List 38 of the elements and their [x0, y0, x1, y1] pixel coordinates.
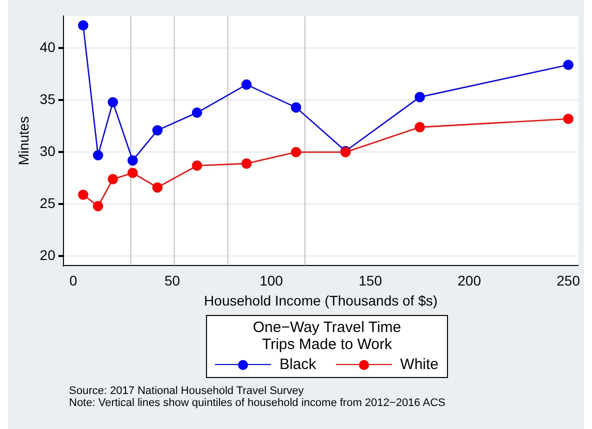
legend-title: One−Way Travel Time Trips Made to Work [252, 319, 402, 353]
point [192, 160, 202, 171]
y-tick-label: 30 [40, 142, 56, 159]
point [192, 107, 202, 118]
point [290, 102, 302, 113]
point [563, 114, 574, 124]
point [128, 168, 138, 178]
point [92, 201, 104, 212]
legend-label: White [400, 356, 439, 373]
point [92, 150, 104, 160]
point [290, 146, 302, 158]
point [128, 155, 138, 166]
y-tick-label: 25 [40, 194, 56, 211]
point [108, 174, 118, 184]
point [414, 92, 425, 102]
source-note: Source: 2017 National Household Travel Survey [69, 385, 305, 397]
point [563, 60, 574, 70]
point [241, 158, 252, 169]
x-tick-label: 100 [260, 272, 284, 289]
y-tick-label: 40 [40, 39, 56, 56]
point [78, 20, 88, 31]
point [152, 125, 163, 136]
point [108, 97, 118, 108]
text: Note: Vertical lines show quintiles of household income from 2012−2016 ACS [69, 397, 446, 409]
point [78, 190, 88, 200]
x-tick-label: 250 [556, 272, 580, 289]
x-tick-label: 50 [164, 272, 180, 289]
x-tick-label: 200 [458, 272, 482, 289]
y-tick-label: 35 [40, 91, 56, 108]
x-axis-title: Household Income (Thousands of $s) [204, 292, 438, 308]
x-tick-label: 0 [69, 272, 78, 289]
legend-label: Black [279, 356, 316, 373]
point [414, 122, 425, 132]
y-axis-title: Minutes [15, 116, 32, 166]
y-tick-label: 20 [40, 246, 56, 263]
point [152, 182, 163, 193]
x-tick-label: 150 [358, 272, 382, 289]
point [241, 79, 252, 90]
